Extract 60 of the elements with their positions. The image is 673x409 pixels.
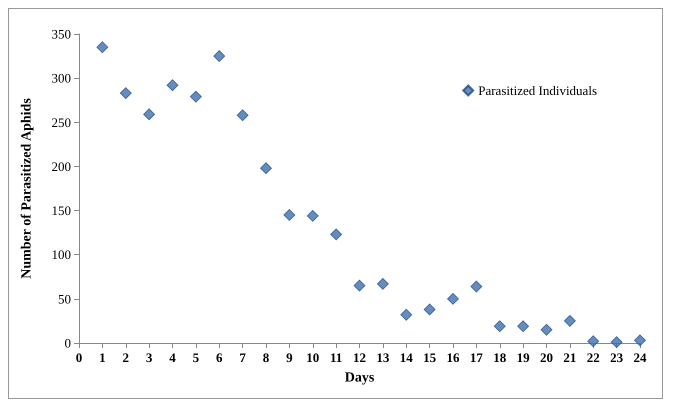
x-tick-label: 16: [446, 350, 460, 365]
y-tick-label: 100: [52, 247, 71, 262]
x-tick-label: 5: [192, 350, 200, 365]
x-tick-label: 10: [306, 350, 320, 365]
x-tick-label: 19: [516, 350, 530, 365]
y-tick-label: 150: [52, 203, 71, 218]
x-tick-label: 17: [470, 350, 484, 365]
point: [376, 278, 389, 290]
point: [470, 280, 482, 292]
x-tick-label: 12: [353, 350, 366, 365]
x-tick-label: 23: [610, 350, 624, 365]
point: [236, 109, 249, 122]
y-tick-label: 350: [52, 26, 71, 42]
x-tick-label: 11: [330, 350, 342, 365]
point: [610, 336, 623, 348]
legend-label: Parasitized Individuals: [478, 83, 598, 98]
x-tick-label: 15: [423, 350, 437, 365]
x-tick-label: 8: [262, 350, 270, 365]
x-tick-label: 14: [400, 350, 414, 365]
x-tick-label: 0: [76, 350, 82, 365]
point: [587, 335, 600, 348]
x-tick-label: 6: [216, 350, 223, 365]
point: [540, 324, 552, 336]
x-tick-label: 20: [540, 350, 553, 365]
point: [260, 162, 272, 174]
point: [494, 320, 506, 332]
point: [564, 315, 576, 327]
x-tick-label: 3: [146, 350, 153, 365]
point: [213, 50, 226, 62]
x-tick-label: 9: [286, 350, 294, 365]
point: [143, 108, 156, 120]
x-tick-label: 24: [634, 350, 647, 365]
x-tick-label: 2: [122, 350, 129, 365]
x-tick-label: 22: [586, 350, 600, 365]
point: [634, 334, 646, 346]
y-tick-label: 0: [64, 336, 71, 350]
point: [330, 228, 342, 240]
y-tick-label: 300: [52, 70, 71, 86]
point: [400, 308, 412, 321]
x-tick-label: 4: [169, 350, 176, 365]
point: [424, 304, 436, 316]
x-tick-label: 21: [563, 350, 576, 365]
x-axis-title: Days: [344, 370, 375, 386]
point: [190, 90, 202, 103]
point: [96, 41, 108, 54]
point: [166, 79, 178, 92]
x-tick-label: 7: [239, 350, 246, 365]
point: [354, 280, 366, 292]
point: [120, 87, 132, 100]
x-tick-label: 1: [99, 350, 106, 365]
x-tick-label: 13: [376, 350, 390, 365]
point: [306, 210, 319, 222]
x-tick-label: 18: [493, 350, 507, 365]
point: [283, 209, 296, 221]
y-tick-label: 200: [52, 158, 71, 174]
y-tick-label: 50: [58, 291, 71, 306]
y-tick-label: 250: [52, 114, 71, 130]
point: [447, 292, 459, 305]
y-axis-title: Number of Parasitized Aphids: [20, 98, 34, 279]
point: [517, 320, 530, 332]
